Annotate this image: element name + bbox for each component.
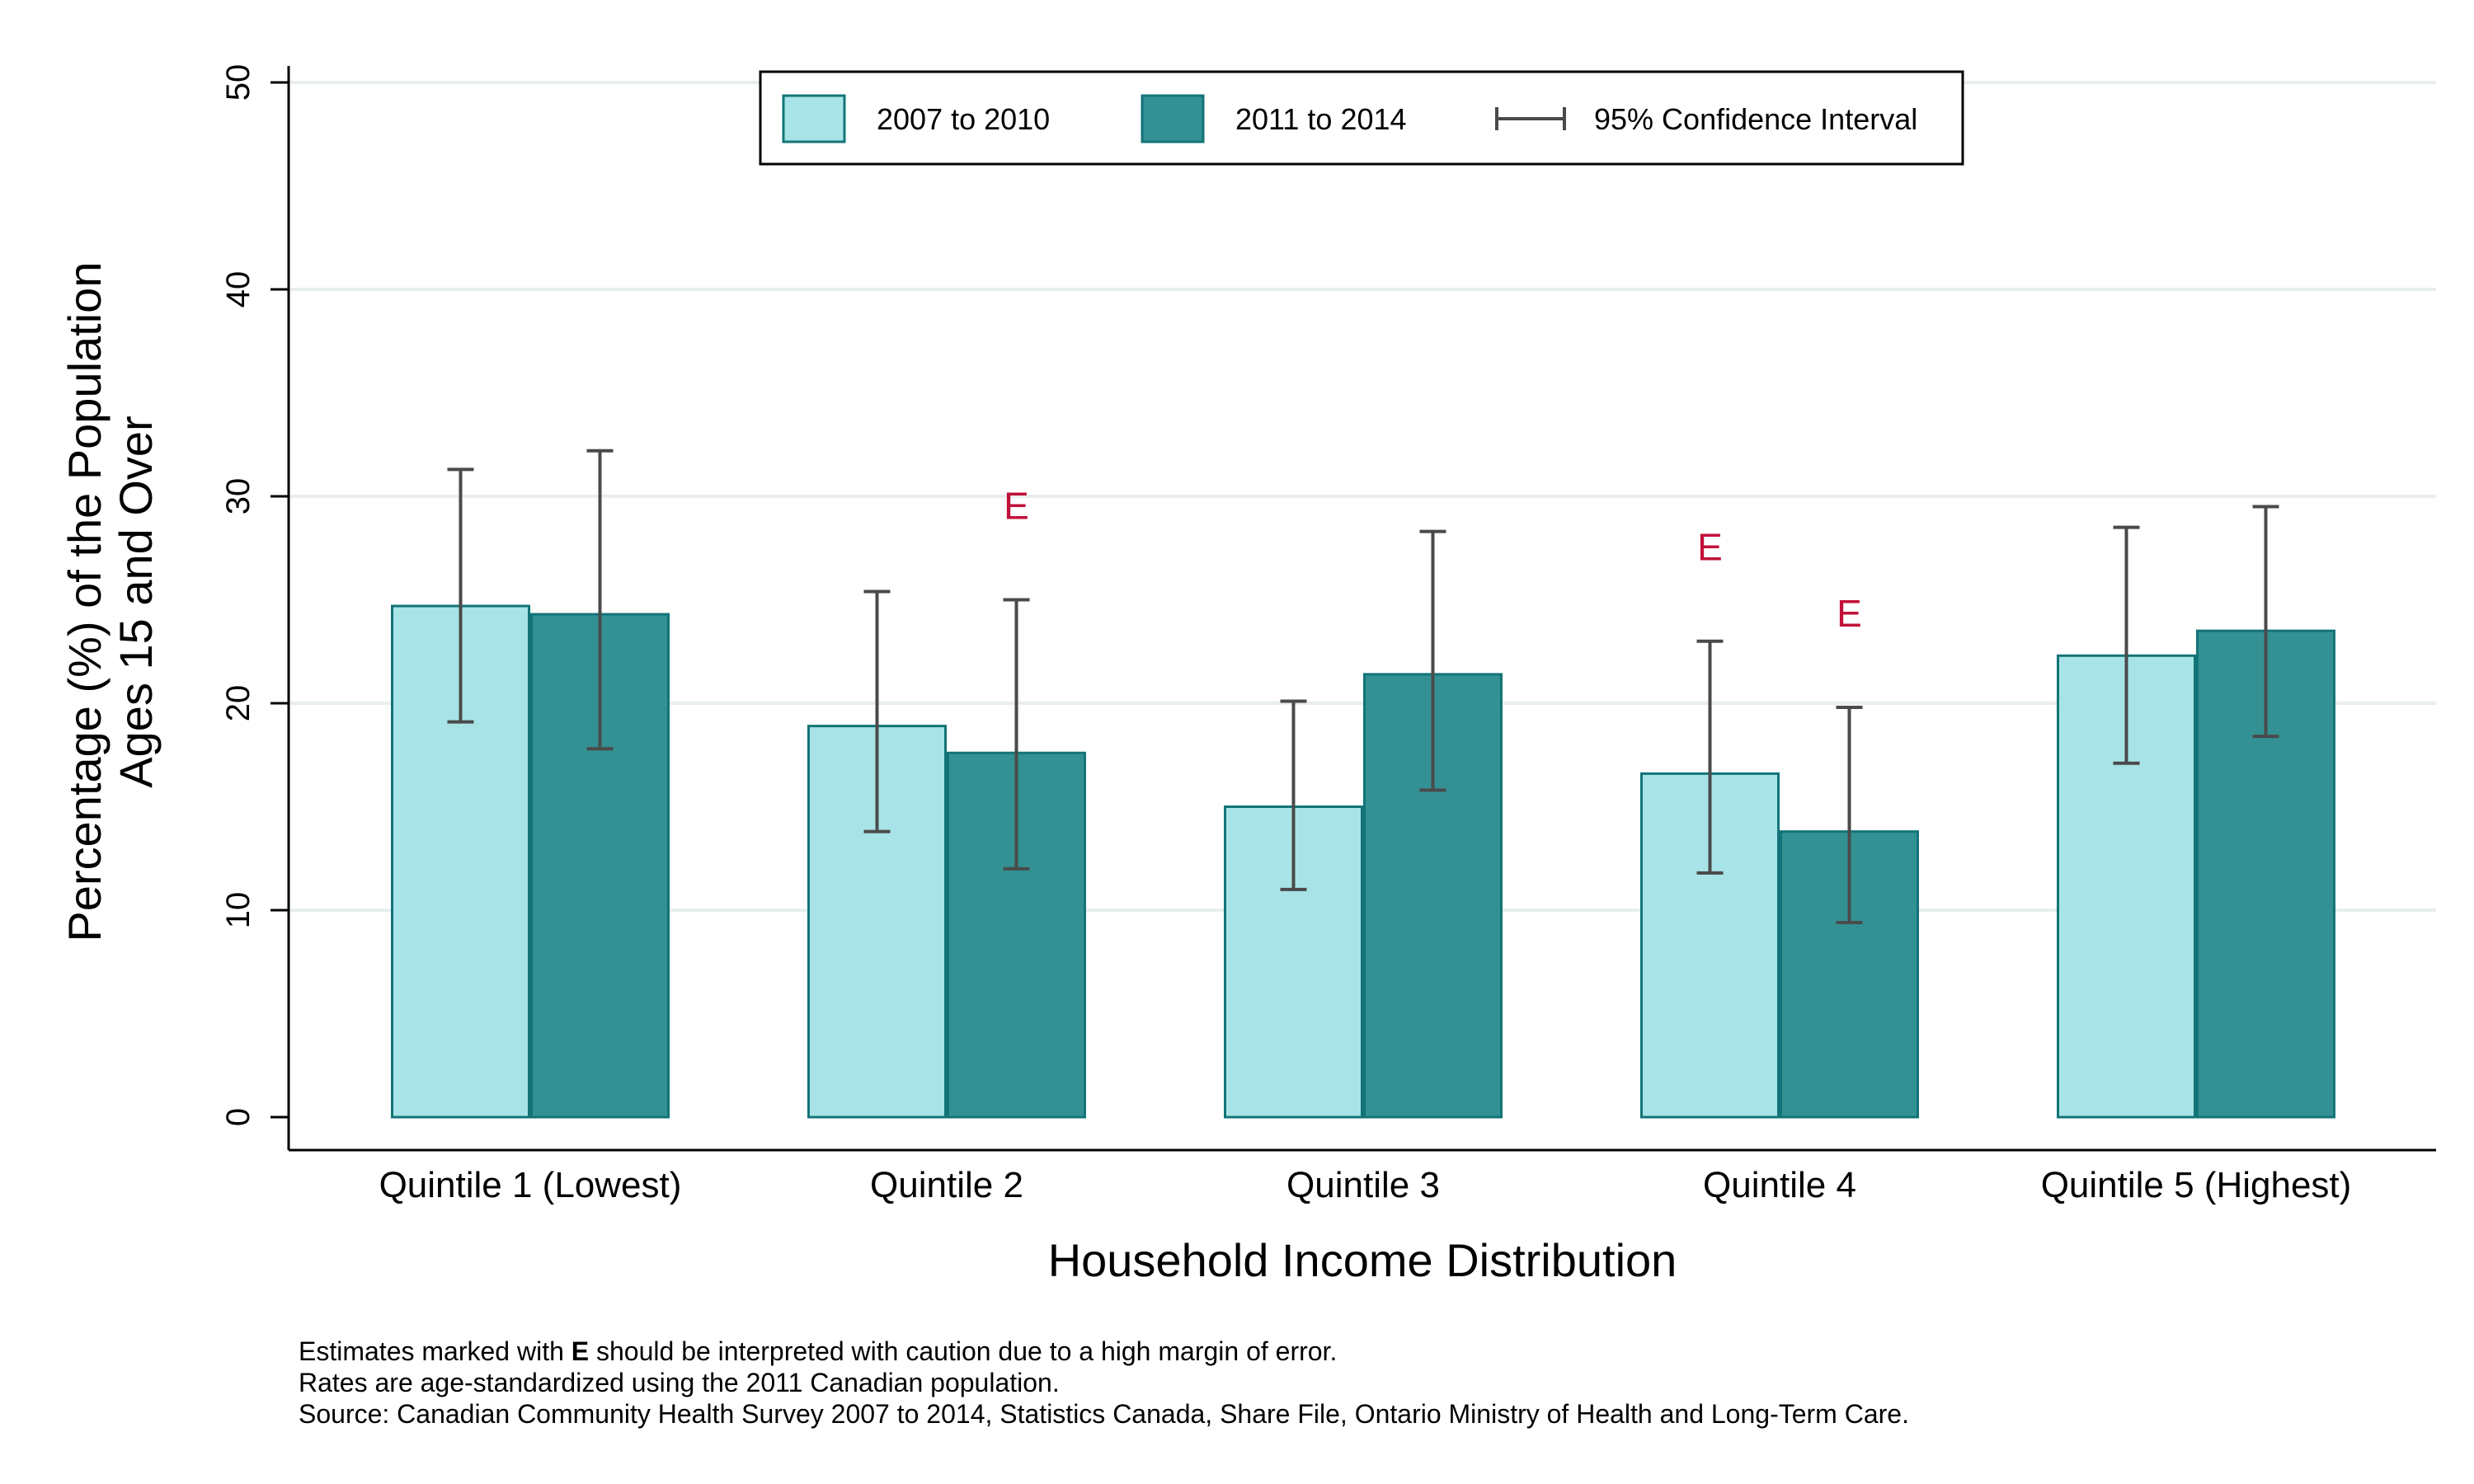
note-source: Source: Canadian Community Health Survey… — [299, 1398, 1909, 1430]
legend-label: 2007 to 2010 — [877, 102, 1050, 136]
x-tick-label: Quintile 1 (Lowest) — [379, 1165, 682, 1205]
legend-swatch — [783, 96, 844, 142]
y-axis-title-line: Percentage (%) of the Population — [59, 262, 111, 942]
legend-label: 2011 to 2014 — [1235, 102, 1407, 136]
y-tick-label: 0 — [220, 1108, 256, 1126]
y-axis-title: Percentage (%) of the PopulationAges 15 … — [59, 262, 162, 942]
y-tick-label: 10 — [220, 892, 256, 929]
y-tick-label: 20 — [220, 685, 256, 722]
y-tick-label: 40 — [220, 271, 256, 308]
y-tick-label: 50 — [220, 64, 256, 101]
estimate-flag: E — [1837, 592, 1862, 635]
legend-swatch — [1142, 96, 1203, 142]
estimate-flag: E — [1697, 526, 1723, 569]
x-tick-label: Quintile 3 — [1286, 1165, 1440, 1205]
x-tick-label: Quintile 4 — [1703, 1165, 1856, 1205]
y-tick-label: 30 — [220, 478, 256, 515]
x-tick-label: Quintile 2 — [870, 1165, 1023, 1205]
bars — [393, 606, 2335, 1117]
x-tick-label: Quintile 5 (Highest) — [2041, 1165, 2352, 1205]
legend-label: 95% Confidence Interval — [1594, 102, 1917, 136]
note-caution: Estimates marked with E should be interp… — [299, 1336, 1909, 1367]
estimate-flag: E — [1004, 485, 1029, 528]
legend: 2007 to 2010 2011 to 2014 95% Confidence I… — [760, 72, 1963, 164]
y-axis-title-line: Ages 15 and Over — [110, 416, 162, 787]
note-standardization: Rates are age-standardized using the 201… — [299, 1367, 1909, 1398]
x-axis-title: Household Income Distribution — [1048, 1234, 1677, 1286]
chart-notes: Estimates marked with E should be interp… — [299, 1336, 1909, 1430]
bar-chart: E E E 0 10 20 30 40 50 Quintile 1 (Lowest) Quinti… — [0, 0, 2474, 1484]
note-flag-letter: E — [571, 1336, 589, 1366]
